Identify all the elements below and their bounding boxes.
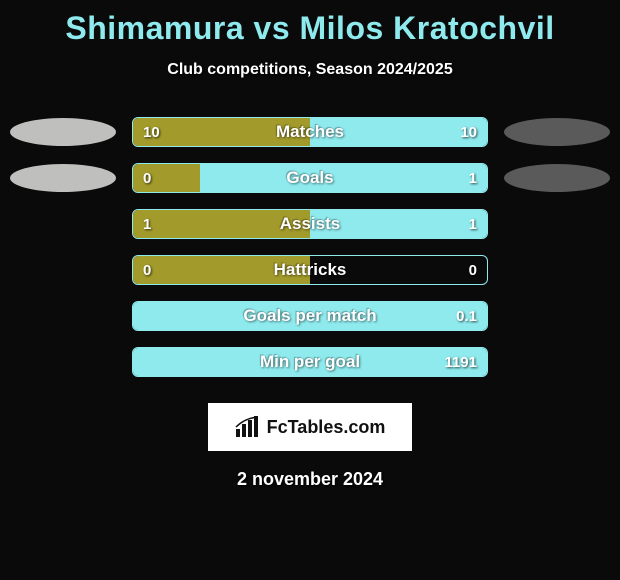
subtitle: Club competitions, Season 2024/2025 (0, 61, 620, 79)
left-fill (133, 118, 310, 146)
stat-bar: Matches1010 (132, 117, 488, 147)
right-fill (310, 210, 487, 238)
stat-row: Min per goal1191 (10, 339, 610, 385)
left-fill (133, 210, 310, 238)
player-right-marker (504, 118, 610, 146)
player-right-marker (504, 164, 610, 192)
right-value: 0 (459, 256, 487, 284)
stat-row: Goals01 (10, 155, 610, 201)
left-fill (133, 164, 200, 192)
right-fill (133, 302, 487, 330)
comparison-infographic: Shimamura vs Milos Kratochvil Club compe… (0, 0, 620, 580)
stat-row: Matches1010 (10, 109, 610, 155)
player-left-marker (10, 118, 116, 146)
chart-bars-icon (235, 416, 261, 438)
right-marker-slot (504, 118, 610, 146)
fctables-logo[interactable]: FcTables.com (208, 403, 412, 451)
stat-row: Goals per match0.1 (10, 293, 610, 339)
left-fill (133, 256, 310, 284)
logo-text: FcTables.com (267, 417, 386, 438)
stat-bar: Goals01 (132, 163, 488, 193)
stat-bar: Min per goal1191 (132, 347, 488, 377)
date-label: 2 november 2024 (0, 469, 620, 490)
right-fill (310, 118, 487, 146)
left-marker-slot (10, 118, 116, 146)
stat-row: Assists11 (10, 201, 610, 247)
right-marker-slot (504, 164, 610, 192)
right-fill (200, 164, 487, 192)
stat-bar: Goals per match0.1 (132, 301, 488, 331)
player-left-marker (10, 164, 116, 192)
page-title: Shimamura vs Milos Kratochvil (0, 0, 620, 47)
left-marker-slot (10, 164, 116, 192)
right-fill (133, 348, 487, 376)
stat-bar: Assists11 (132, 209, 488, 239)
stat-bar: Hattricks00 (132, 255, 488, 285)
stats-chart: Matches1010 Goals01 Assists11 Hattricks00 Go… (0, 109, 620, 385)
stat-row: Hattricks00 (10, 247, 610, 293)
